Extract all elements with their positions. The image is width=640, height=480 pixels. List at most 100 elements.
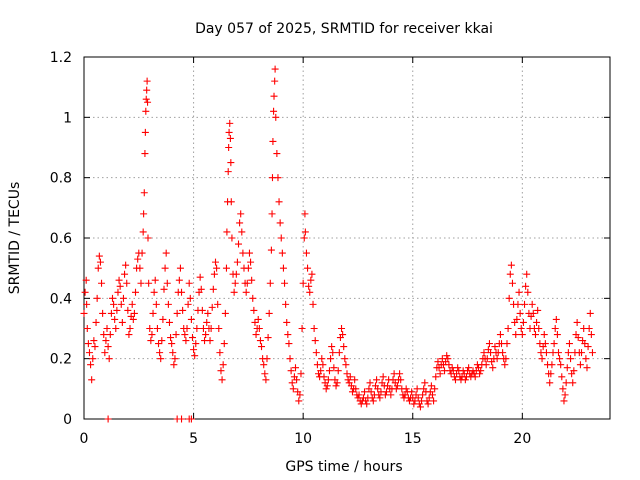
data-point: [108, 294, 116, 302]
data-point: [143, 86, 151, 94]
data-point: [252, 331, 260, 339]
data-point: [369, 397, 377, 405]
data-point: [165, 318, 173, 326]
data-point: [373, 376, 381, 384]
data-point: [343, 370, 351, 378]
data-point: [317, 367, 325, 375]
data-point: [298, 325, 306, 332]
data-point: [518, 331, 526, 339]
y-tick-label: 0.4: [50, 291, 72, 307]
data-point: [223, 228, 231, 236]
data-point: [162, 249, 170, 257]
data-point: [583, 364, 591, 372]
data-point: [319, 361, 327, 369]
data-point: [235, 240, 243, 248]
data-point: [325, 367, 333, 375]
data-point: [119, 294, 127, 302]
data-point: [431, 385, 439, 393]
data-point: [104, 343, 112, 351]
data-point: [123, 279, 131, 287]
data-point: [444, 355, 452, 363]
data-point: [178, 415, 186, 423]
data-point: [570, 367, 578, 375]
data-point: [332, 382, 340, 390]
data-point: [100, 331, 108, 339]
data-point: [140, 189, 148, 197]
data-point: [110, 300, 118, 308]
data-point: [585, 325, 593, 332]
data-point: [219, 361, 227, 369]
data-point: [141, 128, 149, 136]
x-tick-label: 20: [513, 431, 531, 447]
data-point: [270, 92, 278, 100]
data-point: [528, 300, 536, 308]
data-point: [560, 397, 568, 405]
data-point: [578, 349, 586, 357]
data-point: [531, 331, 539, 339]
data-point: [576, 361, 584, 369]
data-point: [124, 306, 132, 314]
data-point: [171, 355, 179, 363]
data-point: [197, 285, 205, 293]
data-point: [502, 355, 510, 363]
data-point: [117, 300, 125, 308]
data-point: [231, 279, 239, 287]
data-point: [175, 276, 183, 284]
data-point: [538, 355, 546, 363]
data-point: [445, 361, 453, 369]
data-point: [243, 279, 251, 287]
data-point: [277, 234, 285, 242]
data-point: [206, 337, 214, 345]
data-point: [83, 300, 91, 308]
data-point: [106, 331, 114, 339]
y-axis-label: SRMTID / TECUs: [7, 182, 23, 295]
data-point: [172, 331, 180, 339]
data-point: [485, 340, 493, 348]
data-point: [255, 325, 263, 332]
data-point: [521, 300, 529, 308]
data-point: [161, 264, 169, 272]
data-point: [556, 355, 564, 363]
data-point: [96, 258, 104, 266]
data-point: [553, 331, 561, 339]
data-point: [312, 349, 320, 357]
data-point: [85, 349, 93, 357]
data-point: [260, 361, 268, 369]
data-point: [271, 65, 279, 73]
data-point: [328, 343, 336, 351]
data-point: [183, 325, 191, 332]
data-point: [505, 294, 513, 302]
data-point: [428, 391, 436, 399]
data-point: [366, 379, 374, 387]
data-point: [242, 288, 250, 296]
data-point: [586, 309, 594, 317]
data-point: [346, 373, 354, 381]
data-point: [225, 128, 233, 136]
data-point: [262, 376, 270, 384]
data-point: [393, 382, 401, 390]
data-point: [567, 355, 575, 363]
data-point: [547, 370, 555, 378]
data-point: [508, 279, 516, 287]
data-point: [249, 294, 257, 302]
data-point: [493, 355, 501, 363]
data-point: [523, 270, 531, 278]
data-point: [167, 334, 175, 342]
data-point: [261, 370, 269, 378]
data-point: [126, 325, 134, 332]
data-point: [238, 228, 246, 236]
data-point: [115, 276, 123, 284]
data-point: [279, 264, 287, 272]
data-point: [512, 331, 520, 339]
data-point: [186, 294, 194, 302]
data-point: [573, 318, 581, 326]
data-point: [147, 337, 155, 345]
data-point: [461, 376, 469, 384]
data-point: [90, 337, 98, 345]
data-point: [91, 343, 99, 351]
data-point: [185, 279, 193, 287]
data-point: [121, 270, 129, 278]
data-point: [413, 385, 421, 393]
